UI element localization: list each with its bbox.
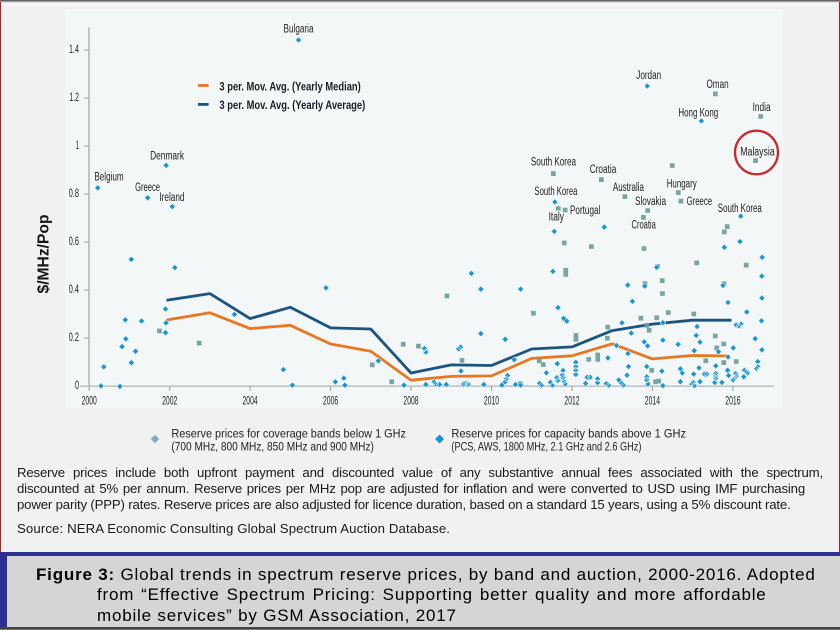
svg-text:Belgium: Belgium [94,172,123,184]
svg-text:2006: 2006 [323,396,338,408]
svg-text:Greece: Greece [135,182,160,194]
svg-text:Oman: Oman [707,79,729,91]
svg-text:Ireland: Ireland [159,192,184,204]
svg-text:Denmark: Denmark [150,151,184,163]
svg-text:0: 0 [75,380,79,392]
svg-text:India: India [753,102,771,114]
svg-text:Reserve prices for coverage ba: Reserve prices for coverage bands below … [171,426,406,440]
svg-text:Slovakia: Slovakia [635,196,666,208]
svg-text:2008: 2008 [403,396,418,408]
svg-text:(700 MHz, 800 MHz, 850 MHz and: (700 MHz, 800 MHz, 850 MHz and 900 MHz) [171,439,374,453]
svg-text:Reserve prices for capacity ba: Reserve prices for capacity bands above … [451,426,686,440]
svg-text:0.2: 0.2 [69,332,79,344]
svg-text:South Korea: South Korea [531,156,577,168]
svg-text:Hungary: Hungary [667,178,697,190]
svg-text:2010: 2010 [484,396,499,408]
svg-text:2004: 2004 [243,396,259,408]
svg-text:2016: 2016 [725,396,740,408]
svg-text:South Korea: South Korea [718,203,762,215]
svg-text:2000: 2000 [82,396,97,408]
svg-text:1.4: 1.4 [69,44,79,56]
svg-text:2012: 2012 [564,396,579,408]
svg-text:0.8: 0.8 [69,188,79,200]
svg-text:2002: 2002 [162,396,177,408]
svg-text:Hong Kong: Hong Kong [678,107,718,119]
svg-text:2014: 2014 [645,396,661,408]
svg-text:Greece: Greece [687,196,713,208]
svg-text:Jordan: Jordan [636,70,661,82]
svg-text:Italy: Italy [549,212,565,224]
svg-text:(PCS, AWS, 1800 MHz, 2.1 GHz a: (PCS, AWS, 1800 MHz, 2.1 GHz and 2.6 GHz… [451,439,641,453]
svg-text:Croatia: Croatia [590,164,617,176]
svg-text:0.6: 0.6 [69,236,79,248]
svg-text:Portugal: Portugal [570,205,600,217]
svg-text:3 per. Mov. Avg. (Yearly Avera: 3 per. Mov. Avg. (Yearly Average) [219,98,365,112]
svg-text:$/MHz/Pop: $/MHz/Pop [36,214,53,293]
svg-text:Croatia: Croatia [632,220,657,232]
svg-text:3 per. Mov. Avg. (Yearly Media: 3 per. Mov. Avg. (Yearly Median) [219,79,360,93]
svg-text:1.2: 1.2 [69,92,79,104]
svg-text:Malaysia: Malaysia [740,147,775,159]
svg-text:South Korea: South Korea [534,186,578,198]
svg-text:0.4: 0.4 [69,284,80,296]
svg-text:Bulgaria: Bulgaria [284,24,314,36]
svg-text:1: 1 [76,140,79,152]
svg-text:Australia: Australia [613,182,645,194]
